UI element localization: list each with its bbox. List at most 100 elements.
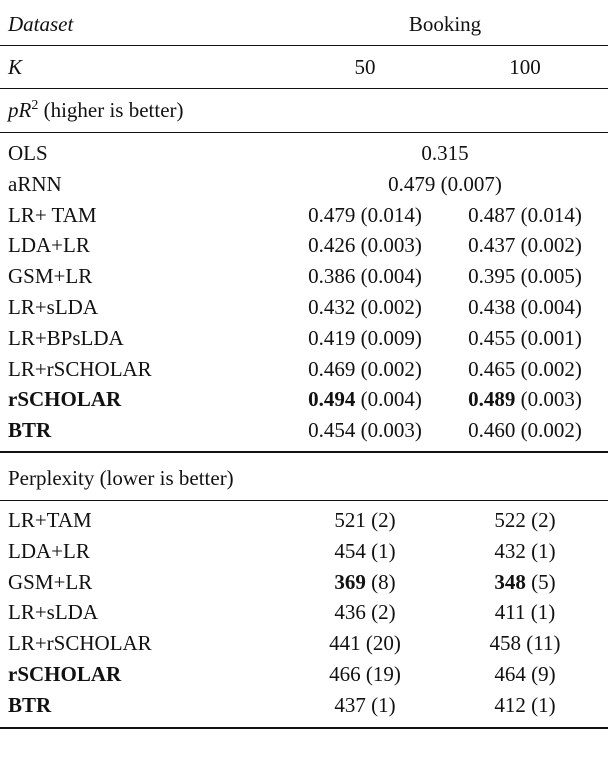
cell-sd: (1) — [531, 538, 556, 563]
row-name: aRNN — [8, 171, 62, 196]
cell-sd: (0.005) — [520, 264, 582, 289]
cell-value: 432 — [494, 538, 526, 563]
cell: 412 (1) — [494, 692, 555, 718]
cell-value: 0.315 — [421, 141, 469, 165]
cell: 0.479 (0.007) — [388, 171, 502, 197]
rule — [0, 500, 608, 501]
section-title: pR2 (higher is better) — [8, 97, 184, 123]
cell-value: 412 — [494, 692, 526, 717]
cell: 0.469 (0.002) — [308, 356, 422, 382]
header-label: Dataset — [8, 12, 74, 36]
cell-value: 522 — [494, 508, 526, 532]
cell-sd: (0.002) — [360, 295, 422, 319]
cell-sd: (8) — [371, 569, 396, 594]
cell: 0.460 (0.002) — [468, 417, 582, 443]
cell: 0.315 — [421, 140, 468, 166]
cell: 464 (9) — [494, 661, 555, 687]
row-name: BTR — [8, 692, 52, 717]
row-name: GSM+LR — [8, 264, 93, 289]
row-name: rSCHOLAR — [8, 662, 122, 686]
cell-value: 0.460 — [468, 418, 516, 443]
cell: 522 (2) — [494, 507, 555, 533]
cell: 437 (1) — [334, 692, 395, 718]
cell: 454 (1) — [334, 538, 395, 564]
row-name: LR+sLDA — [8, 295, 99, 319]
cell-value: 0.479 — [388, 171, 436, 196]
math: pR — [8, 98, 32, 122]
dataset-name: Booking — [408, 12, 482, 36]
cell-sd: (2) — [371, 508, 396, 532]
cell-value: 411 — [494, 600, 526, 625]
rule — [0, 727, 608, 729]
cell-sd: (19) — [365, 662, 401, 686]
row-name: LR+TAM — [8, 508, 92, 532]
cell-sd: (0.014) — [520, 202, 582, 227]
cell: 0.419 (0.009) — [308, 325, 422, 351]
section-label: (higher is better) — [43, 98, 184, 122]
cell: 432 (1) — [494, 538, 555, 564]
section-title: Perplexity (lower is better) — [8, 465, 234, 491]
row-name: OLS — [8, 141, 48, 165]
cell-sd: (11) — [526, 631, 561, 656]
row-name: LR+rSCHOLAR — [8, 631, 152, 656]
cell-sd: (5) — [531, 569, 556, 594]
cell: 0.395 (0.005) — [468, 263, 582, 289]
row-name: LDA+LR — [8, 233, 90, 258]
row-name: rSCHOLAR — [8, 387, 122, 412]
cell: 348 (5) — [494, 569, 555, 595]
cell-value: 521 — [334, 508, 366, 532]
cell: 411 (1) — [495, 599, 555, 625]
cell: 0.454 (0.003) — [308, 417, 422, 443]
cell: 0.465 (0.002) — [468, 356, 582, 382]
column-header: 50 — [354, 55, 376, 79]
cell: 0.494 (0.004) — [308, 386, 422, 412]
cell-sd: (0.002) — [360, 356, 422, 381]
cell-value: 0.454 — [308, 418, 356, 443]
superscript: 2 — [31, 98, 39, 113]
cell-sd: (9) — [531, 662, 556, 686]
cell: 0.386 (0.004) — [308, 263, 422, 289]
cell-value: 0.489 — [468, 387, 516, 412]
rule — [0, 132, 608, 133]
cell-value: 0.455 — [468, 325, 516, 350]
rule — [0, 45, 608, 46]
cell: 0.426 (0.003) — [308, 232, 422, 258]
cell-value: 466 — [329, 662, 361, 686]
cell: 521 (2) — [334, 507, 395, 533]
cell: 458 (11) — [490, 630, 561, 656]
cell: 466 (19) — [329, 661, 401, 687]
cell: 0.487 (0.014) — [468, 202, 582, 228]
row-name: LR+sLDA — [8, 600, 99, 625]
section-label: Perplexity (lower is better) — [8, 466, 234, 490]
cell-sd: (0.002) — [520, 356, 582, 381]
cell-sd: (20) — [365, 631, 401, 656]
cell-sd: (1) — [530, 600, 556, 625]
cell-sd: (1) — [371, 692, 396, 717]
row-name: LR+BPsLDA — [8, 325, 124, 350]
cell-sd: (0.004) — [360, 264, 422, 289]
row-name: LDA+LR — [8, 538, 90, 563]
cell-value: 0.386 — [308, 264, 356, 289]
cell-value: 0.487 — [468, 202, 516, 227]
cell-sd: (0.003) — [360, 418, 422, 443]
cell: 0.437 (0.002) — [468, 232, 582, 258]
column-header: 100 — [509, 55, 541, 79]
cell-value: 0.479 — [308, 202, 356, 227]
cell-sd: (0.002) — [520, 418, 582, 443]
row-name: LR+rSCHOLAR — [8, 356, 152, 381]
cell-value: 0.426 — [308, 233, 356, 258]
cell-value: 369 — [334, 569, 366, 594]
cell: 0.479 (0.014) — [308, 202, 422, 228]
row-name: GSM+LR — [8, 569, 93, 594]
cell-sd: (0.003) — [360, 233, 422, 258]
cell-value: 454 — [334, 538, 366, 563]
cell-value: 348 — [494, 569, 526, 594]
cell-sd: (2) — [531, 508, 556, 532]
cell: 441 (20) — [329, 630, 401, 656]
rule — [0, 88, 608, 89]
row-name: LR+ TAM — [8, 202, 97, 227]
cell: 0.432 (0.002) — [308, 294, 422, 320]
cell-sd: (0.001) — [520, 325, 582, 350]
cell-value: 464 — [494, 662, 526, 686]
cell-value: 437 — [334, 692, 366, 717]
